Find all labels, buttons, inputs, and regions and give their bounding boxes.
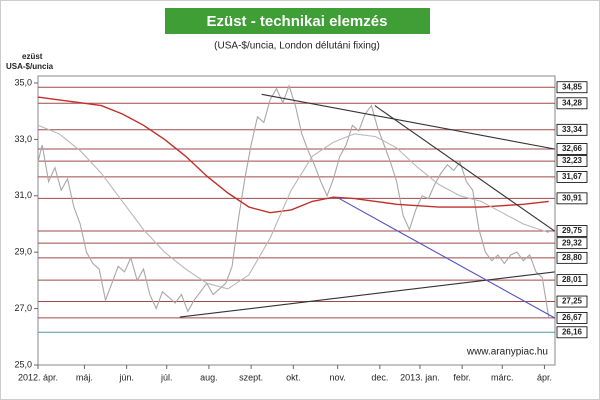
level-label-box: [556, 123, 588, 136]
y-tick-label: 31,0: [14, 190, 32, 200]
x-tick-label: márc.: [491, 372, 514, 382]
level-label: 26,16: [562, 327, 583, 336]
x-tick-label: nov.: [329, 372, 345, 382]
x-tick-label: jún.: [118, 372, 134, 382]
level-label: 34,85: [562, 82, 583, 91]
series-line: [261, 93, 555, 150]
series-line: [37, 96, 549, 214]
title-banner: [165, 8, 430, 34]
level-label-box: [556, 171, 588, 183]
level-label: 33,34: [562, 125, 583, 134]
x-tick-label: 2013. jan.: [400, 372, 440, 382]
level-label-box: [556, 274, 588, 287]
level-label: 32,23: [562, 156, 583, 165]
level-label: 26,67: [562, 313, 583, 322]
level-label-box: [556, 192, 588, 205]
y-tick-label: 27,0: [14, 303, 32, 313]
level-label: 27,25: [562, 297, 583, 306]
x-tick-label: júl.: [160, 372, 173, 382]
y-tick-label: 33,0: [14, 134, 32, 144]
level-label: 28,01: [562, 275, 583, 284]
x-tick-label: 2012. ápr.: [18, 372, 58, 382]
y-tick-label: 35,0: [14, 77, 32, 87]
level-label-box: [556, 326, 588, 339]
level-label: 34,28: [562, 98, 583, 107]
x-tick-label: szept.: [239, 372, 263, 382]
x-tick-label: okt.: [286, 372, 301, 382]
level-label: 32,66: [562, 144, 583, 153]
series-line: [179, 271, 555, 318]
x-tick-label: ápr.: [537, 372, 552, 382]
level-label-box: [556, 155, 588, 168]
series-line: [336, 196, 555, 319]
level-label-box: [556, 97, 588, 110]
y-axis-label: USA-$/uncia: [6, 62, 54, 71]
level-label-box: [556, 81, 588, 94]
x-tick-label: febr.: [453, 372, 471, 382]
x-tick-label: aug.: [200, 372, 218, 382]
plot-area: [37, 75, 556, 366]
y-axis-label: ezüst: [22, 52, 43, 61]
level-label-box: [556, 237, 588, 250]
series-line: [37, 124, 549, 290]
level-label-box: [556, 225, 588, 237]
series-line: [37, 84, 550, 318]
chart-title: Ezüst - technikai elemzés: [207, 13, 388, 30]
chart-subtitle: (USA-$/uncia, London délutáni fixing): [214, 41, 380, 52]
y-tick-label: 29,0: [14, 247, 32, 257]
y-tick-label: 25,0: [14, 359, 32, 369]
series-line: [374, 105, 555, 232]
level-label: 29,32: [562, 238, 583, 247]
level-label-box: [556, 295, 588, 308]
x-tick-label: máj.: [76, 372, 93, 382]
level-label-box: [556, 312, 588, 324]
level-label-box: [556, 251, 588, 264]
level-label-box: [556, 143, 588, 155]
level-label: 29,75: [562, 226, 583, 235]
level-label: 28,80: [562, 253, 583, 262]
annotation: www.aranypiac.hu: [466, 347, 548, 358]
level-label: 31,67: [562, 172, 583, 181]
x-tick-label: dec.: [371, 372, 388, 382]
level-label: 30,91: [562, 193, 583, 202]
